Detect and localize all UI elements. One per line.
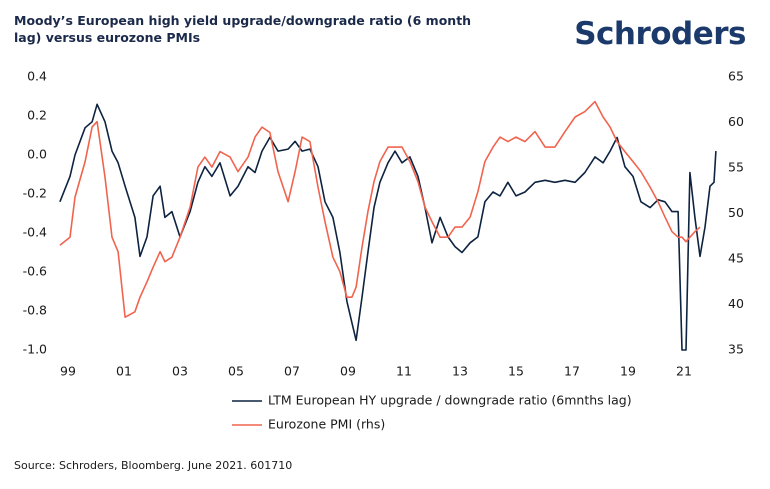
x-tick-label: 13 <box>452 364 468 379</box>
x-tick-label: 19 <box>620 364 636 379</box>
source-note: Source: Schroders, Bloomberg. June 2021.… <box>14 459 292 472</box>
y2-tick-label: 40 <box>728 296 744 311</box>
y2-tick-label: 55 <box>728 160 744 175</box>
series-line <box>59 103 717 351</box>
y2-tick-label: 50 <box>728 205 744 220</box>
x-tick-label: 03 <box>172 364 188 379</box>
x-tick-label: 15 <box>508 364 524 379</box>
y-tick-label: -0.8 <box>23 303 47 318</box>
y-tick-label: -1.0 <box>23 342 47 357</box>
y2-tick-label: 60 <box>728 114 744 129</box>
x-tick-label: 21 <box>676 364 692 379</box>
x-tick-label: 01 <box>116 364 132 379</box>
brand-logo: Schroders <box>574 16 746 52</box>
legend-label: LTM European HY upgrade / downgrade rati… <box>268 393 632 408</box>
x-tick-label: 07 <box>284 364 300 379</box>
x-tick-label: 17 <box>564 364 580 379</box>
y2-tick-label: 45 <box>728 251 744 266</box>
y-tick-label: -0.2 <box>23 186 47 201</box>
x-tick-label: 11 <box>396 364 412 379</box>
y-tick-label: 0.0 <box>27 147 47 162</box>
x-tick-label: 05 <box>228 364 244 379</box>
y-tick-label: -0.6 <box>23 264 47 279</box>
y-tick-label: 0.2 <box>27 108 47 123</box>
y-tick-label: -0.4 <box>23 225 47 240</box>
y2-tick-label: 65 <box>728 69 744 84</box>
x-tick-label: 99 <box>60 364 76 379</box>
y-tick-label: 0.4 <box>27 69 47 84</box>
x-tick-label: 09 <box>340 364 356 379</box>
y2-tick-label: 35 <box>728 342 744 357</box>
legend-label: Eurozone PMI (rhs) <box>268 417 385 432</box>
series-line <box>59 100 701 318</box>
chart-title: Moody’s European high yield upgrade/down… <box>14 13 472 45</box>
